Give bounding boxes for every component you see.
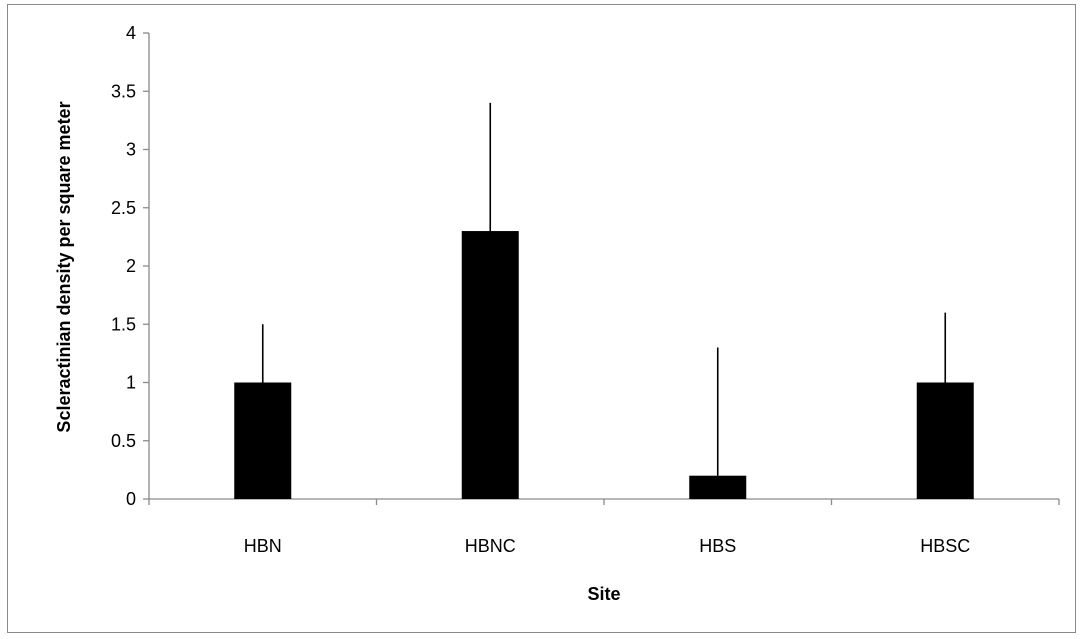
y-axis-title: Scleractinian density per square meter (54, 101, 74, 432)
x-axis-title: Site (587, 584, 620, 604)
bar-hbn (234, 382, 292, 499)
bar-hbs (689, 475, 747, 499)
y-tick-label: 1 (126, 373, 136, 393)
y-tick-label: 0 (126, 489, 136, 509)
x-tick-label: HBSC (920, 536, 970, 556)
bar-hbsc (916, 382, 974, 499)
y-tick-label: 3 (126, 140, 136, 160)
y-tick-label: 0.5 (111, 431, 136, 451)
bar-hbnc (461, 231, 519, 500)
x-axis: HBN HBNC HBS HBSC (148, 498, 1060, 556)
x-tick-label: HBS (699, 536, 736, 556)
x-tick-label: HBNC (465, 536, 516, 556)
y-tick-label: 3.5 (111, 81, 136, 101)
y-tick-label: 2.5 (111, 198, 136, 218)
y-tick-label: 4 (126, 23, 136, 43)
x-tick-label: HBN (244, 536, 282, 556)
error-bars (261, 102, 947, 476)
bars (234, 231, 974, 500)
y-tick-label: 1.5 (111, 314, 136, 334)
chart-frame (7, 4, 1076, 633)
y-tick-label: 2 (126, 256, 136, 276)
y-axis: 0 0.5 1 1.5 2 2.5 3 3.5 4 (111, 23, 150, 509)
